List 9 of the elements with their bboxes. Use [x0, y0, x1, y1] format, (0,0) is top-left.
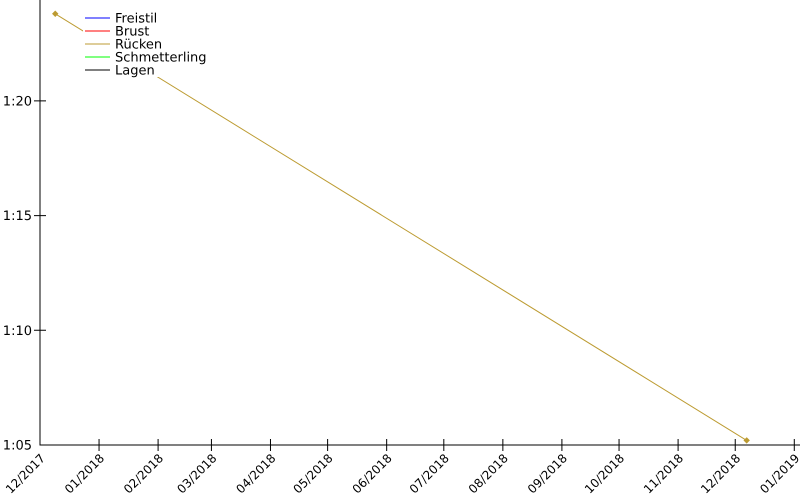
legend-label: Brust — [115, 24, 150, 40]
y-tick-label: 1:10 — [2, 324, 32, 339]
legend-label: Lagen — [115, 64, 155, 79]
legend-label: Schmetterling — [115, 50, 207, 66]
legend-label: Freistil — [115, 12, 158, 27]
y-tick-label: 1:20 — [2, 94, 32, 110]
y-tick-label: 1:05 — [2, 438, 32, 454]
legend-label: Rücken — [115, 38, 162, 53]
y-tick-label: 1:15 — [2, 209, 32, 224]
